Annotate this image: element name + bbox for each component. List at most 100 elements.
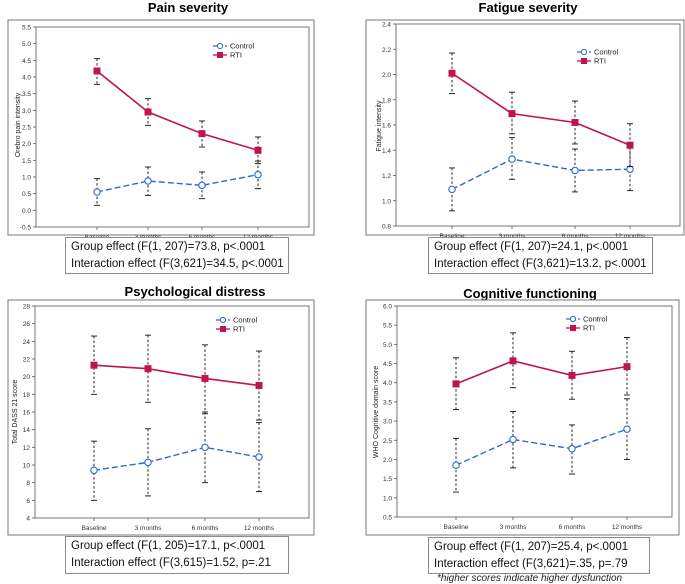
interaction-effect-cognitive: Interaction effect (F(3,621)=.35, p=.79 — [434, 558, 628, 570]
y-tick-label: 2.2 — [382, 47, 391, 54]
y-tick-label: 5.0 — [22, 41, 31, 48]
y-tick-label: 1.6 — [382, 123, 391, 130]
y-tick-label: 5.5 — [22, 25, 31, 32]
y-tick-label: 2.5 — [383, 438, 392, 445]
data-point — [255, 453, 263, 461]
x-tick-label: 3 months — [135, 525, 162, 532]
y-tick-label: 4.0 — [383, 380, 392, 387]
y-tick-label: 3.0 — [383, 419, 392, 426]
y-tick-label: 1.5 — [22, 158, 31, 165]
data-point — [144, 108, 152, 116]
group-effect-cognitive: Group effect (F(1, 207)=25.4, p<.0001 — [434, 541, 629, 553]
data-point — [508, 110, 516, 118]
interaction-effect-pain: Interaction effect (F(3,621)=34.5, p<.00… — [71, 258, 284, 270]
series-line — [93, 446, 260, 471]
chart-frame — [7, 299, 315, 536]
chart-0: -0.5 0.0 0.5 1.0 1.5 2.0 2.5 3.0 3.5 4.0 4.5 5.0 5.5… — [7, 19, 315, 241]
footnote: *higher scores indicate higher dysfuncti… — [437, 573, 623, 584]
data-point — [623, 363, 631, 371]
series-line — [96, 173, 259, 193]
legend-swatch-marker — [220, 326, 226, 332]
legend-label: Control — [583, 315, 608, 324]
y-tick-label: 3.0 — [22, 108, 31, 115]
x-tick-label: 12 months — [615, 233, 646, 240]
y-tick-label: -0.5 — [20, 225, 32, 232]
y-tick-label: 16 — [23, 410, 31, 417]
y-tick-label: 1.2 — [382, 173, 391, 180]
y-tick-label: 3.5 — [383, 399, 392, 406]
y-tick-label: 2.0 — [382, 72, 391, 79]
y-tick-label: 2.0 — [22, 141, 31, 148]
data-point — [571, 118, 579, 126]
legend-label: RTI — [594, 57, 606, 66]
data-point — [254, 146, 262, 154]
series-rti — [93, 58, 262, 165]
series-line — [455, 360, 628, 385]
legend-label: Control — [230, 42, 255, 51]
y-tick-label: 1.0 — [382, 198, 391, 205]
x-tick-label: 12 months — [244, 525, 275, 532]
y-tick-label: 4.0 — [22, 75, 31, 82]
series-line — [93, 364, 260, 387]
data-point — [448, 69, 456, 77]
chart-3: 0.5 1.0 1.5 2.0 2.5 3.0 3.5 4.0 4.5 5.0 5.5 6.0 WHO … — [365, 299, 680, 536]
y-tick-label: 5.5 — [383, 323, 392, 330]
series-line — [96, 70, 259, 152]
x-tick-label: 6 months — [559, 524, 586, 531]
chart-title-fatigue: Fatigue severity — [478, 0, 578, 15]
legend-label: Control — [594, 48, 619, 57]
y-tick-label: 1.0 — [383, 495, 392, 502]
y-tick-label: 1.4 — [382, 148, 391, 155]
y-tick-label: 4.5 — [383, 361, 392, 368]
y-tick-label: 26 — [23, 321, 31, 328]
group-effect-fatigue: Group effect (F(1, 207)=24.1, p<.0001 — [434, 241, 629, 253]
series-control — [93, 160, 262, 206]
data-point — [626, 141, 634, 149]
y-tick-label: 1.5 — [383, 476, 392, 483]
effects-box-fatigue: Group effect (F(1, 207)=24.1, p<.0001 In… — [428, 237, 653, 274]
chart-frame — [7, 19, 315, 236]
legend-label: RTI — [230, 51, 242, 60]
chart-2: 4 6 8 10 12 14 16 18 20 22 24 26 28 Total DASS 21 sco… — [7, 299, 315, 536]
series-line — [451, 158, 631, 191]
effects-box-distress: Group effect (F(1, 205)=17.1, p<.0001 In… — [65, 536, 289, 574]
y-tick-label: 3.5 — [22, 91, 31, 98]
y-tick-label: 28 — [23, 304, 31, 311]
y-tick-label: 1.0 — [22, 175, 31, 182]
y-axis-label: Total DASS 21 score — [12, 380, 19, 445]
y-tick-label: 24 — [23, 339, 31, 346]
series-control — [452, 398, 631, 493]
data-point — [201, 443, 209, 452]
group-effect-pain: Group effect (F(1, 207)=73.8, p<.0001 — [71, 241, 266, 253]
data-point — [452, 461, 460, 469]
data-point — [568, 444, 576, 453]
series-rti — [448, 52, 634, 168]
chart-frame — [365, 299, 680, 536]
y-tick-label: 0.8 — [382, 224, 391, 231]
y-axis-label: Orebro pain intensity — [15, 92, 22, 157]
legend-swatch-marker — [216, 42, 224, 50]
data-point — [198, 181, 206, 190]
x-tick-label: 12 months — [612, 524, 643, 531]
y-axis-label: WHO Cognitive domain score — [373, 366, 380, 458]
legend-swatch-marker — [580, 48, 588, 56]
data-point — [508, 155, 516, 163]
legend-label: RTI — [233, 325, 245, 334]
data-point — [452, 380, 460, 388]
y-tick-label: 0.5 — [22, 191, 31, 198]
group-effect-distress: Group effect (F(1, 205)=17.1, p<.0001 — [71, 540, 266, 552]
data-point — [255, 382, 263, 389]
data-point — [93, 67, 101, 75]
interaction-effect-fatigue: Interaction effect (F(3,621)=13.2, p<.00… — [434, 258, 647, 270]
data-point — [448, 185, 456, 194]
interaction-effect-distress: Interaction effect (F(3,615)=1.52, p=.21 — [71, 557, 271, 569]
chart-1: 0.8 1.0 1.2 1.4 1.6 1.8 2.0 2.2 2.4 Fatigue inten… — [365, 19, 685, 240]
y-tick-label: 1.8 — [382, 97, 391, 104]
series-control — [448, 137, 634, 212]
chart-title-pain: Pain severity — [147, 0, 229, 15]
data-point — [93, 188, 101, 196]
